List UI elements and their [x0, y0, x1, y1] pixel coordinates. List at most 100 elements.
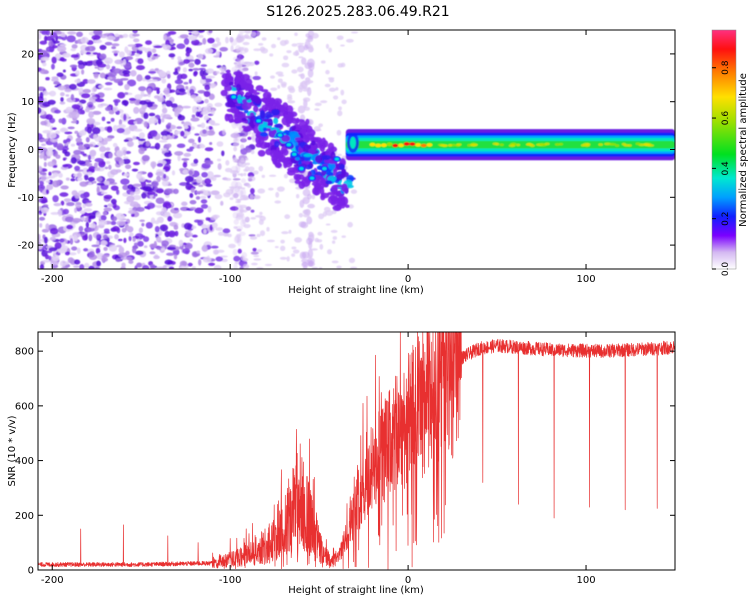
noise-blob — [126, 256, 133, 261]
noise-blob — [167, 31, 177, 35]
noise-blob — [136, 74, 143, 82]
noise-blob — [164, 259, 173, 265]
carrier-speckle — [516, 143, 521, 147]
chirp-blob — [245, 92, 251, 96]
noise-blob — [134, 98, 142, 106]
chirp-blob — [311, 140, 316, 146]
chirp-blob — [225, 69, 231, 73]
scatter-blob — [250, 217, 257, 220]
noise-blob — [132, 30, 138, 34]
scatter-blob — [316, 129, 322, 132]
noise-blob — [111, 216, 118, 222]
scatter-blob — [291, 246, 297, 250]
noise-blob — [55, 154, 61, 159]
noise-blob — [73, 265, 80, 268]
noise-blob — [191, 266, 196, 269]
noise-blob — [250, 187, 255, 194]
scatter-blob — [304, 87, 311, 90]
noise-blob — [74, 201, 82, 209]
carrier-peak — [415, 143, 422, 147]
scatter-blob — [256, 233, 261, 238]
noise-blob — [180, 73, 188, 80]
chirp-blob — [327, 175, 337, 182]
scatter-blob — [309, 233, 315, 238]
spec-xtick-label: -100 — [219, 274, 242, 285]
noise-blob — [177, 154, 181, 162]
noise-blob — [111, 46, 117, 50]
noise-blob — [101, 116, 106, 122]
noise-blob — [47, 161, 55, 167]
carrier-speckle — [608, 143, 617, 146]
noise-blob — [124, 92, 129, 95]
noise-blob — [107, 203, 114, 208]
noise-blob — [198, 67, 206, 71]
scatter-blob — [350, 266, 358, 269]
noise-blob — [39, 91, 44, 99]
scatter-blob — [233, 226, 238, 229]
noise-blob — [160, 148, 167, 152]
scatter-blob — [335, 87, 339, 91]
noise-blob — [128, 260, 134, 264]
scatter-blob — [248, 166, 255, 172]
noise-blob — [83, 200, 92, 204]
snr-ytick-label: 800 — [15, 347, 34, 358]
noise-blob — [103, 87, 113, 91]
noise-blob — [66, 138, 71, 143]
scatter-blob — [337, 110, 343, 117]
noise-blob — [51, 63, 55, 70]
snr-ytick-label: 600 — [15, 401, 34, 412]
noise-blob — [121, 227, 127, 233]
spectrogram-marks — [38, 30, 675, 269]
noise-blob — [59, 192, 69, 197]
noise-blob — [101, 257, 108, 262]
carrier-speckle — [441, 144, 448, 147]
noise-blob — [202, 106, 212, 114]
noise-blob — [182, 169, 189, 175]
scatter-blob — [236, 37, 243, 43]
chirp-blob — [329, 146, 338, 153]
noise-blob — [202, 37, 207, 45]
noise-blob — [63, 198, 72, 202]
noise-blob — [106, 126, 113, 133]
scatter-blob — [330, 229, 338, 233]
noise-blob — [48, 247, 58, 252]
noise-blob — [192, 182, 198, 185]
noise-blob — [248, 234, 256, 237]
scatter-blob — [332, 236, 337, 240]
noise-blob — [39, 40, 48, 45]
noise-blob — [200, 122, 206, 129]
noise-blob — [133, 242, 139, 246]
noise-blob — [161, 78, 167, 84]
chirp-blob — [294, 137, 303, 141]
chirp-blob — [301, 128, 307, 137]
noise-blob — [200, 204, 209, 209]
scatter-blob — [243, 257, 249, 262]
noise-blob — [56, 143, 64, 150]
noise-blob — [159, 93, 164, 99]
noise-blob — [176, 74, 181, 81]
noise-blob — [149, 79, 158, 82]
noise-blob — [174, 79, 184, 85]
noise-blob — [111, 66, 116, 70]
chirp-blob — [262, 127, 268, 132]
noise-blob — [144, 75, 151, 81]
chirp-blob — [320, 179, 328, 186]
chirp-blob — [313, 188, 320, 195]
noise-blob — [151, 180, 159, 188]
carrier-speckle — [526, 142, 532, 146]
noise-blob — [123, 172, 130, 177]
scatter-blob — [250, 31, 257, 37]
noise-blob — [42, 204, 49, 208]
noise-blob — [55, 30, 62, 35]
scatter-blob — [277, 37, 281, 41]
noise-blob — [104, 81, 113, 86]
noise-blob — [123, 237, 127, 244]
noise-blob — [74, 207, 78, 213]
scatter-blob — [253, 48, 262, 52]
noise-blob — [58, 172, 63, 178]
snr-axes: -200 -100 0 100 0 200 400 600 800 — [15, 332, 675, 586]
scatter-blob — [209, 119, 215, 126]
noise-blob — [88, 265, 95, 269]
noise-blob — [62, 52, 71, 58]
chirp-blob — [280, 145, 288, 154]
